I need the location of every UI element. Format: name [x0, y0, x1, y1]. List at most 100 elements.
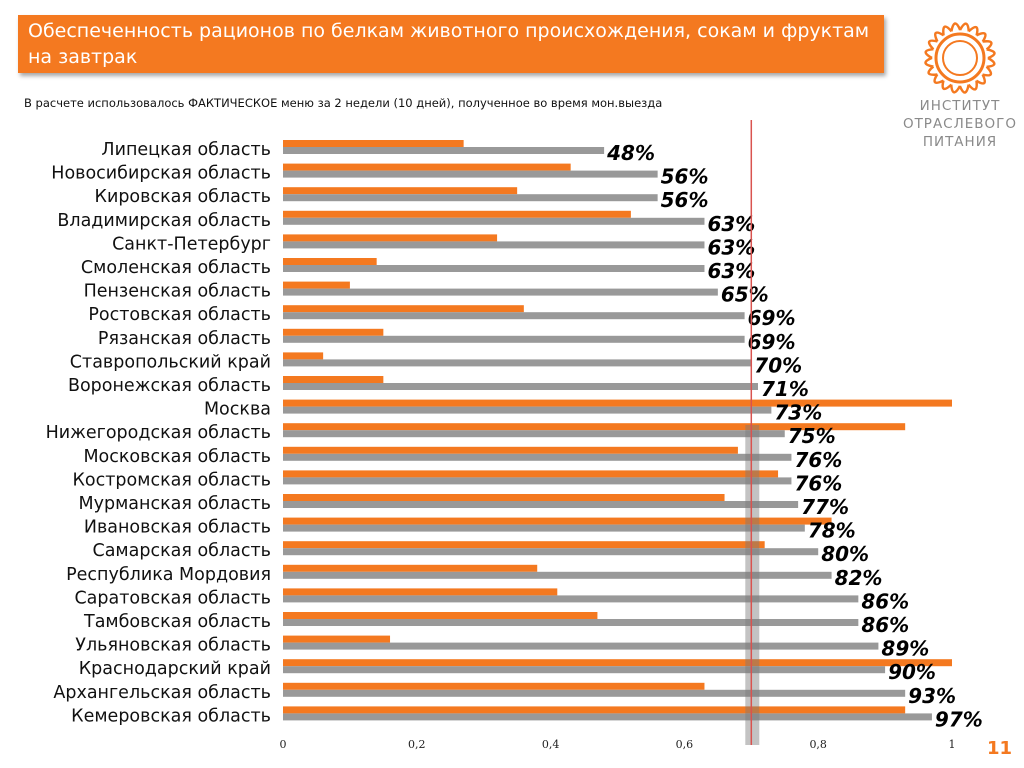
data-label-23: 93%: [908, 684, 956, 708]
bar-gray-3: [283, 217, 705, 225]
data-label-19: 86%: [861, 589, 909, 613]
bar-gray-13: [283, 453, 792, 461]
x-tick-label-3: 0,6: [676, 738, 694, 751]
bar-orange-12: [283, 423, 906, 431]
bar-orange-23: [283, 682, 705, 690]
x-tick-label-5: 1: [949, 738, 956, 751]
logo-line-1: ИНСТИТУТ: [919, 98, 1001, 114]
category-label-22: Краснодарский край: [79, 659, 271, 679]
data-label-12: 75%: [788, 424, 836, 448]
bar-gray-0: [283, 147, 605, 154]
category-label-23: Архангельская область: [53, 683, 271, 703]
bar-gray-15: [283, 501, 799, 508]
threshold-shadow: [745, 425, 760, 745]
x-tick-label-4: 0,8: [809, 738, 827, 751]
x-tick-label-2: 0,4: [542, 738, 560, 751]
logo-line-3: ПИТАНИЯ: [922, 134, 998, 150]
bar-orange-2: [283, 187, 518, 195]
data-label-2: 56%: [661, 188, 709, 212]
bar-gray-20: [283, 619, 859, 626]
logo-line-2: ОТРАСЛЕВОГО: [902, 116, 1018, 132]
category-label-7: Ростовская область: [88, 305, 271, 325]
data-label-15: 77%: [801, 495, 849, 519]
x-tick-label-1: 0,2: [408, 738, 426, 751]
bar-gray-10: [283, 383, 758, 390]
category-label-1: Новосибирская область: [51, 164, 271, 184]
data-label-16: 78%: [808, 519, 856, 543]
category-label-20: Тамбовская область: [83, 612, 271, 632]
data-label-1: 56%: [661, 165, 709, 189]
data-label-11: 73%: [774, 401, 822, 425]
bar-orange-19: [283, 588, 558, 596]
bar-orange-7: [283, 305, 524, 313]
bar-orange-10: [283, 376, 384, 383]
bar-gray-19: [283, 595, 859, 603]
bar-gray-24: [283, 713, 932, 721]
bar-orange-18: [283, 564, 538, 572]
bar-orange-1: [283, 163, 571, 171]
data-label-10: 71%: [761, 377, 809, 401]
bar-orange-15: [283, 494, 725, 501]
bar-orange-9: [283, 352, 324, 360]
data-label-7: 69%: [748, 306, 796, 330]
data-label-5: 63%: [707, 259, 755, 283]
bar-orange-20: [283, 612, 598, 619]
bar-gray-14: [283, 477, 792, 485]
data-label-24: 97%: [935, 707, 983, 731]
category-label-0: Липецкая область: [101, 140, 271, 160]
category-label-5: Смоленская область: [81, 258, 271, 278]
page-title: Обеспеченность рационов по белкам животн…: [18, 15, 884, 73]
category-label-18: Республика Мордовия: [66, 565, 271, 585]
bar-gray-16: [283, 524, 805, 532]
category-label-17: Самарская область: [92, 541, 271, 561]
category-label-11: Москва: [204, 400, 271, 420]
bar-gray-2: [283, 194, 658, 202]
data-label-3: 63%: [707, 212, 755, 236]
data-label-18: 82%: [835, 566, 883, 590]
bar-orange-22: [283, 659, 952, 667]
data-label-4: 63%: [707, 235, 755, 259]
bar-orange-16: [283, 517, 832, 525]
page-number: 11: [987, 738, 1013, 759]
bar-orange-5: [283, 258, 377, 265]
institute-logo-icon: [924, 22, 996, 94]
bar-gray-8: [283, 335, 745, 343]
bar-gray-4: [283, 241, 705, 249]
bar-orange-3: [283, 210, 631, 218]
category-label-16: Ивановская область: [84, 518, 271, 538]
bar-orange-8: [283, 328, 384, 336]
data-label-0: 48%: [606, 141, 655, 165]
data-label-21: 89%: [881, 637, 929, 661]
bar-orange-14: [283, 470, 779, 478]
bar-gray-6: [283, 288, 718, 296]
x-tick-label-0: 0: [280, 738, 287, 751]
bar-orange-11: [283, 399, 952, 407]
category-label-24: Кемеровская область: [71, 706, 271, 726]
bar-gray-12: [283, 430, 785, 438]
category-label-13: Московская область: [83, 447, 271, 467]
category-label-19: Саратовская область: [74, 588, 271, 608]
category-label-4: Санкт-Петербург: [112, 234, 271, 254]
bar-orange-0: [283, 140, 464, 147]
bar-gray-7: [283, 312, 745, 320]
data-label-22: 90%: [888, 660, 936, 684]
bar-gray-17: [283, 548, 819, 556]
bar-orange-6: [283, 281, 350, 289]
category-label-21: Ульяновская область: [75, 636, 271, 656]
category-label-2: Кировская область: [95, 187, 271, 207]
category-label-10: Воронежская область: [68, 376, 271, 396]
bar-gray-5: [283, 265, 705, 272]
page-subtitle: В расчете использовалось ФАКТИЧЕСКОЕ мен…: [24, 96, 663, 110]
bar-orange-21: [283, 635, 391, 643]
data-label-9: 70%: [754, 353, 802, 377]
data-label-13: 76%: [794, 448, 842, 472]
bar-gray-23: [283, 689, 906, 697]
bar-gray-11: [283, 406, 772, 414]
bar-orange-4: [283, 234, 498, 242]
category-label-8: Рязанская область: [98, 329, 271, 349]
category-label-15: Мурманская область: [79, 494, 271, 514]
bar-orange-13: [283, 446, 738, 454]
bar-gray-1: [283, 170, 658, 178]
bar-orange-17: [283, 541, 765, 549]
